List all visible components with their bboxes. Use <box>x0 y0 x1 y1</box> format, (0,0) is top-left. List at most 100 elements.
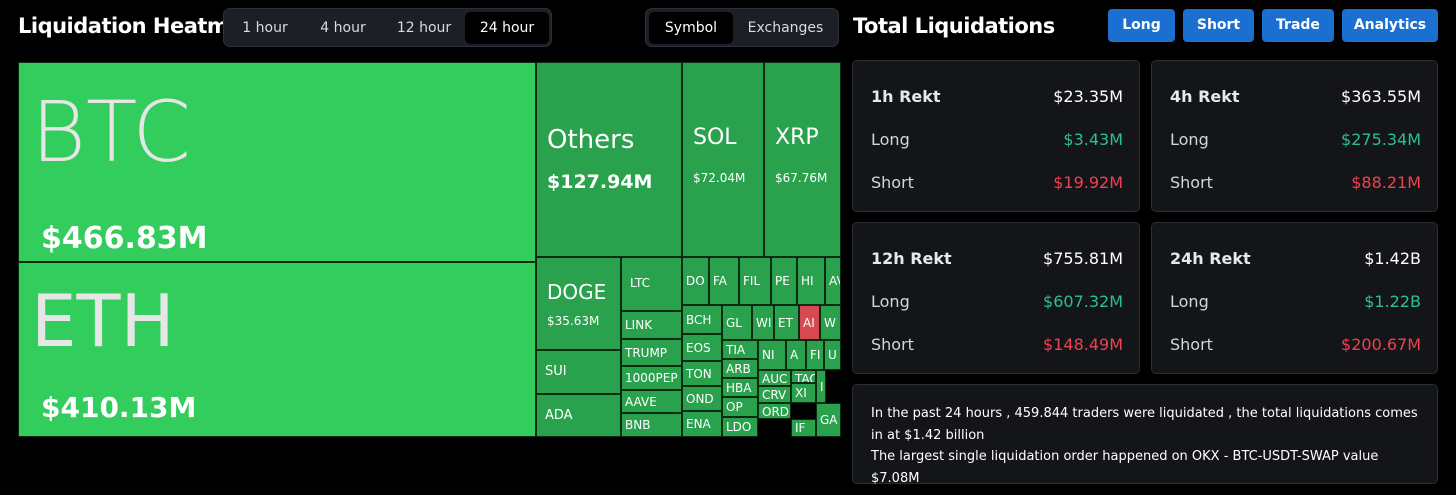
tile-if[interactable]: IF <box>791 419 816 437</box>
tile-fil[interactable]: FIL <box>739 257 771 305</box>
tile-symbol: U <box>828 348 837 362</box>
tile-ldo[interactable]: LDO <box>722 417 758 437</box>
tile-arb[interactable]: ARB <box>722 359 758 378</box>
tile-symbol: DO <box>686 274 705 288</box>
card-4h-rekt: 4h Rekt $363.55M Long $275.34M Short $88.21… <box>1151 60 1438 212</box>
tile-aave[interactable]: AAVE <box>621 390 682 413</box>
analytics-button[interactable]: Analytics <box>1342 9 1438 42</box>
tile-symbol: BTC <box>31 83 192 181</box>
tab-exchanges[interactable]: Exchanges <box>747 20 824 36</box>
card-short-label: Short <box>1170 173 1213 192</box>
card-short-value: $200.67M <box>1341 335 1421 354</box>
tile-1000pep[interactable]: 1000PEP <box>621 366 682 390</box>
tile-hba[interactable]: HBA <box>722 378 758 397</box>
tile-fa[interactable]: FA <box>709 257 739 305</box>
trade-button[interactable]: Trade <box>1262 9 1334 42</box>
tile-gl[interactable]: GL <box>722 305 752 340</box>
card-long-label: Long <box>1170 130 1209 149</box>
tile-ai[interactable]: AI <box>799 305 820 340</box>
tile-symbol: HBA <box>726 380 752 395</box>
tile-doge[interactable]: DOGE $35.63M <box>536 257 621 350</box>
tile-eth[interactable]: ETH $410.13M <box>18 262 536 437</box>
tile-ena[interactable]: ENA <box>682 411 722 437</box>
heatmap-title: Liquidation Heatmap <box>18 14 257 38</box>
tile-u[interactable]: U <box>824 340 841 370</box>
tile-symbol: NI <box>762 348 775 362</box>
tile-symbol: 1000PEP <box>625 371 678 385</box>
tile-ada[interactable]: ADA <box>536 394 621 437</box>
tile-symbol: FIL <box>743 274 761 288</box>
tile-trump[interactable]: TRUMP <box>621 339 682 366</box>
tile-fi[interactable]: FI <box>806 340 824 370</box>
tile-xrp[interactable]: XRP $67.76M <box>764 62 841 257</box>
card-short-label: Short <box>1170 335 1213 354</box>
tile-symbol: WI <box>756 315 772 330</box>
tile-sui[interactable]: SUI <box>536 350 621 394</box>
tile-auc[interactable]: AUC <box>758 370 791 386</box>
tile-value: $67.76M <box>775 171 828 185</box>
tile-eos[interactable]: EOS <box>682 334 722 361</box>
tile-symbol: TIA <box>726 342 746 357</box>
card-12h-rekt: 12h Rekt $755.81M Long $607.32M Short $148.… <box>852 222 1140 374</box>
card-short-label: Short <box>871 173 914 192</box>
tile-op[interactable]: OP <box>722 397 758 417</box>
card-total-value: $755.81M <box>1043 249 1123 268</box>
tile-symbol: AI <box>803 315 815 330</box>
tile-others[interactable]: Others $127.94M <box>536 62 682 257</box>
tab-4-hour[interactable]: 4 hour <box>320 20 366 36</box>
tile-ni[interactable]: NI <box>758 340 786 370</box>
tile-crv[interactable]: CRV <box>758 386 791 403</box>
tile-bch[interactable]: BCH <box>682 305 722 334</box>
tile-btc[interactable]: BTC $466.83M <box>18 62 536 262</box>
tile-et[interactable]: ET <box>774 305 799 340</box>
tab-symbol[interactable]: Symbol <box>649 12 733 44</box>
tile-a[interactable]: A <box>786 340 806 370</box>
card-long-value: $1.22B <box>1364 292 1421 311</box>
tile-ord[interactable]: ORD <box>758 403 791 419</box>
tile-i[interactable]: I <box>816 370 826 403</box>
tile-symbol: TRUMP <box>625 345 668 360</box>
tile-symbol: OND <box>686 391 714 406</box>
summary-line-traders: In the past 24 hours , 459.844 traders w… <box>871 406 1418 443</box>
tile-symbol: GA <box>820 413 838 427</box>
tile-ltc[interactable]: LTC <box>621 257 682 311</box>
tile-av[interactable]: AV <box>825 257 841 305</box>
card-total-value: $363.55M <box>1341 87 1421 106</box>
tile-ton[interactable]: TON <box>682 361 722 386</box>
tile-ga[interactable]: GA <box>816 403 841 437</box>
tile-tia[interactable]: TIA <box>722 340 758 359</box>
tile-bnb[interactable]: BNB <box>621 413 682 437</box>
tile-symbol: IF <box>795 421 806 435</box>
tile-symbol: SOL <box>693 125 737 150</box>
tab-24-hour[interactable]: 24 hour <box>465 12 549 44</box>
tile-symbol: ETH <box>31 279 175 363</box>
tile-symbol: BNB <box>625 418 651 432</box>
tile-ond[interactable]: OND <box>682 386 722 411</box>
tile-do[interactable]: DO <box>682 257 709 305</box>
tile-wi[interactable]: WI <box>752 305 774 340</box>
tile-symbol: EOS <box>686 340 711 355</box>
tile-hi[interactable]: HI <box>797 257 825 305</box>
tile-pe[interactable]: PE <box>771 257 797 305</box>
tile-symbol: Others <box>547 125 635 155</box>
tile-symbol: FI <box>810 348 821 362</box>
long-button[interactable]: Long <box>1108 9 1175 42</box>
card-period-label: 4h Rekt <box>1170 87 1240 106</box>
tile-symbol: GL <box>726 315 742 330</box>
tile-w[interactable]: W <box>820 305 841 340</box>
tile-link[interactable]: LINK <box>621 311 682 339</box>
card-long-label: Long <box>871 292 910 311</box>
tab-1-hour[interactable]: 1 hour <box>242 20 288 36</box>
short-button[interactable]: Short <box>1183 9 1254 42</box>
card-24h-rekt: 24h Rekt $1.42B Long $1.22B Short $200.67M <box>1151 222 1438 374</box>
tile-symbol: W <box>824 315 836 330</box>
tab-12-hour[interactable]: 12 hour <box>396 20 452 36</box>
tile-sol[interactable]: SOL $72.04M <box>682 62 764 257</box>
card-total-value: $23.35M <box>1053 87 1123 106</box>
card-period-label: 24h Rekt <box>1170 249 1251 268</box>
tile-value: $466.83M <box>41 221 208 256</box>
card-period-label: 12h Rekt <box>871 249 952 268</box>
liquidation-treemap: BTC $466.83M ETH $410.13M Others $127.94M SOL $… <box>18 62 841 437</box>
tile-xi[interactable]: XI <box>791 383 816 403</box>
tile-tac[interactable]: TAC <box>791 370 816 383</box>
